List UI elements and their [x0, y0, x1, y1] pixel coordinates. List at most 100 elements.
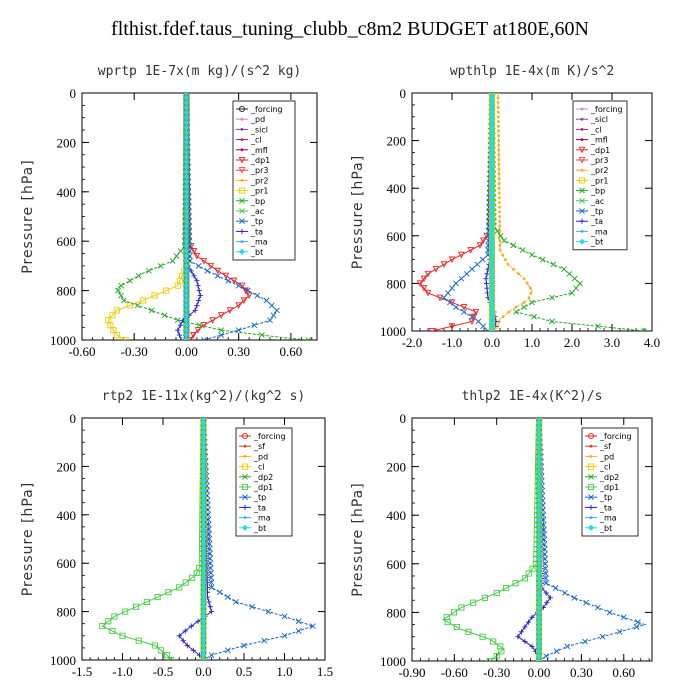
x-tick-label: -0.30 — [483, 665, 510, 680]
series-point — [448, 256, 456, 264]
legend-marker — [240, 138, 244, 142]
y-tick-label: 200 — [57, 459, 77, 474]
panel-title: wpthlp 1E-4x(m K)/s^2 — [450, 64, 614, 79]
legend-entry: _forcing — [599, 432, 632, 441]
y-tick-label: 400 — [387, 508, 407, 523]
legend-marker — [579, 187, 585, 194]
series-point — [497, 143, 501, 147]
legend-marker — [238, 105, 246, 113]
y-axis-label: Pressure [hPa] — [350, 482, 366, 596]
series-point — [522, 301, 526, 304]
series-point — [148, 307, 155, 314]
series-point — [161, 312, 168, 319]
legend-marker — [578, 177, 586, 184]
legend-marker — [242, 473, 248, 480]
series-point — [309, 623, 316, 630]
series-point — [521, 304, 527, 311]
series-point — [200, 656, 207, 660]
legend-entry: _ma — [253, 514, 271, 523]
series-point — [174, 317, 181, 324]
series-point — [178, 337, 184, 340]
series-point — [513, 309, 519, 315]
series-point — [217, 312, 225, 319]
series-point — [521, 575, 528, 582]
x-tick-label: -2.0 — [402, 335, 423, 350]
series-point — [541, 541, 548, 548]
x-tick-label: 0.00 — [528, 665, 551, 680]
x-tick-label: -1.0 — [442, 335, 463, 350]
series-point — [241, 642, 247, 649]
series-point — [196, 297, 202, 304]
series-point — [109, 627, 116, 635]
series-point — [267, 317, 273, 324]
series-point — [496, 120, 500, 123]
series-point — [258, 332, 265, 338]
legend-marker — [580, 138, 584, 142]
series-point — [496, 110, 500, 114]
series-line-ta — [177, 93, 201, 340]
figure-title: flthist.fdef.taus_tuning_clubb_c8m2 BUDG… — [111, 18, 589, 40]
series-point — [498, 248, 502, 252]
series-point — [543, 653, 550, 660]
legend-marker — [241, 463, 249, 470]
series-point — [208, 579, 215, 586]
legend-entry: _sicl — [590, 115, 608, 124]
legend-marker — [587, 483, 595, 491]
x-tick-label: 1.0 — [276, 664, 292, 679]
series-point — [132, 603, 140, 610]
y-tick-label: 800 — [57, 605, 77, 620]
legend-marker — [579, 218, 585, 224]
legend-marker — [238, 248, 246, 255]
series-point — [245, 292, 253, 300]
panel-2: rtp2 1E-11x(kg^2)/(kg^2 s) Pressure [hPa]… — [20, 389, 333, 679]
series-point — [606, 609, 613, 616]
series-point — [206, 536, 213, 542]
series-group — [416, 93, 647, 331]
series-point — [206, 545, 213, 552]
y-tick-label: 400 — [57, 185, 77, 200]
legend-entry: _cl — [253, 463, 265, 472]
series-point — [571, 594, 578, 601]
series-point — [416, 280, 424, 288]
series-point — [476, 242, 484, 249]
legend-marker — [238, 167, 246, 174]
series-point — [529, 614, 535, 620]
series-point — [497, 182, 501, 185]
series-point — [529, 251, 535, 258]
series-point — [512, 580, 519, 587]
series-point — [494, 228, 501, 234]
x-tick-label: -0.5 — [153, 664, 174, 679]
series-point — [190, 332, 197, 339]
series-point — [460, 304, 468, 311]
series-point — [469, 266, 475, 273]
series-point — [472, 308, 480, 316]
y-tick-label: 0 — [70, 411, 77, 426]
series-point — [634, 619, 641, 626]
series-point — [527, 296, 531, 300]
series-point — [553, 648, 560, 655]
series-point — [207, 604, 213, 610]
series-point — [463, 270, 470, 277]
series-point — [569, 290, 575, 296]
y-tick-label: 200 — [57, 135, 77, 150]
legend-marker — [580, 107, 584, 111]
series-point — [169, 258, 176, 264]
series-point — [447, 299, 453, 306]
series-point — [458, 604, 465, 611]
series-point — [542, 560, 549, 567]
legend-entry: _bt — [253, 524, 266, 533]
series-point — [529, 643, 535, 650]
y-tick-label: 800 — [387, 605, 407, 620]
series-point — [194, 278, 200, 284]
series-point — [218, 327, 225, 334]
series-point — [204, 267, 211, 274]
legend-entry: _pr2 — [250, 176, 268, 185]
series-point — [641, 328, 647, 331]
series-point — [549, 294, 555, 301]
series-line-dp1 — [419, 93, 493, 331]
series-point — [501, 253, 505, 257]
series-point — [496, 96, 500, 100]
legend-entry: _dp1 — [599, 483, 619, 492]
legend-entry: _ta — [253, 503, 266, 512]
series-point — [501, 315, 505, 319]
